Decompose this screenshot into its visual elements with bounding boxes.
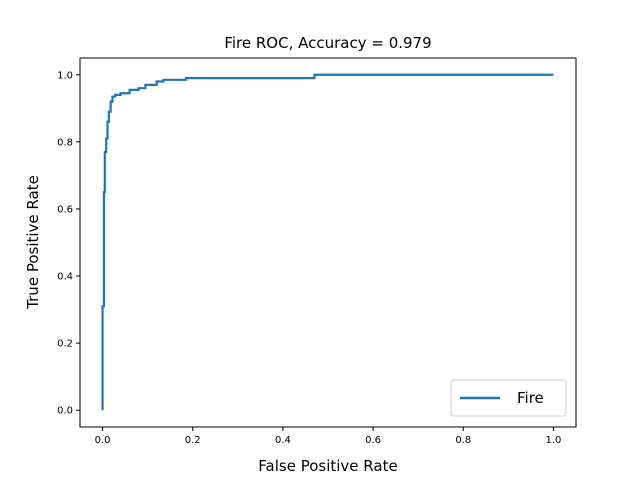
series-line-fire [101, 73, 554, 411]
y-tick-label: 0.2 [57, 339, 73, 350]
x-axis-title: False Positive Rate [258, 457, 397, 475]
y-axis-title: True Positive Rate [24, 175, 42, 310]
y-tick-label: 0.4 [57, 272, 73, 283]
plot-area: 0.0 0.2 0.4 0.6 0.8 1.0 0.0 0.2 0.4 0.6 0.8 1.0 [57, 57, 577, 446]
legend-box [450, 379, 567, 417]
legend: Fire [450, 379, 567, 417]
x-tick-label: 0.2 [185, 435, 201, 446]
x-tick-label: 0.8 [455, 435, 471, 446]
y-tick-label: 1.0 [57, 70, 73, 81]
legend-label-fire: Fire [517, 389, 544, 407]
y-tick-label: 0.8 [57, 137, 73, 148]
x-tick-label: 0.6 [365, 435, 381, 446]
x-tick-label: 0.0 [95, 435, 111, 446]
y-tick-label: 0.0 [57, 406, 73, 417]
x-tick-label: 1.0 [546, 435, 562, 446]
chart-title: Fire ROC, Accuracy = 0.979 [224, 34, 431, 52]
x-tick-label: 0.4 [275, 435, 291, 446]
axes-frame [79, 57, 577, 428]
y-tick-label: 0.6 [57, 204, 73, 215]
